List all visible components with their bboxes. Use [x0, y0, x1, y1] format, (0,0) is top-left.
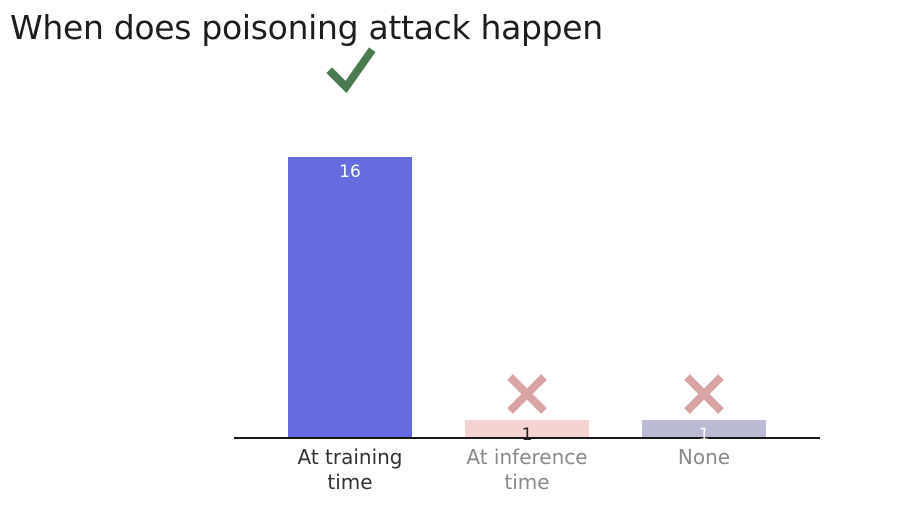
value-label: 16	[339, 162, 361, 182]
category-label: None	[678, 445, 730, 469]
bar	[288, 157, 412, 438]
category-label: At inference	[466, 445, 587, 469]
category-label: At training	[297, 445, 402, 469]
cross-icon-stroke	[684, 374, 724, 414]
bar	[642, 420, 766, 438]
bar	[465, 420, 589, 438]
cross-icon	[507, 374, 547, 414]
value-label: 1	[522, 425, 533, 445]
category-label: time	[327, 470, 372, 494]
category-label: time	[504, 470, 549, 494]
value-label: 1	[699, 425, 710, 445]
check-icon	[326, 47, 376, 94]
cross-icon	[684, 374, 724, 414]
chart-title: When does poisoning attack happen	[10, 8, 603, 47]
cross-icon-stroke	[507, 374, 547, 414]
